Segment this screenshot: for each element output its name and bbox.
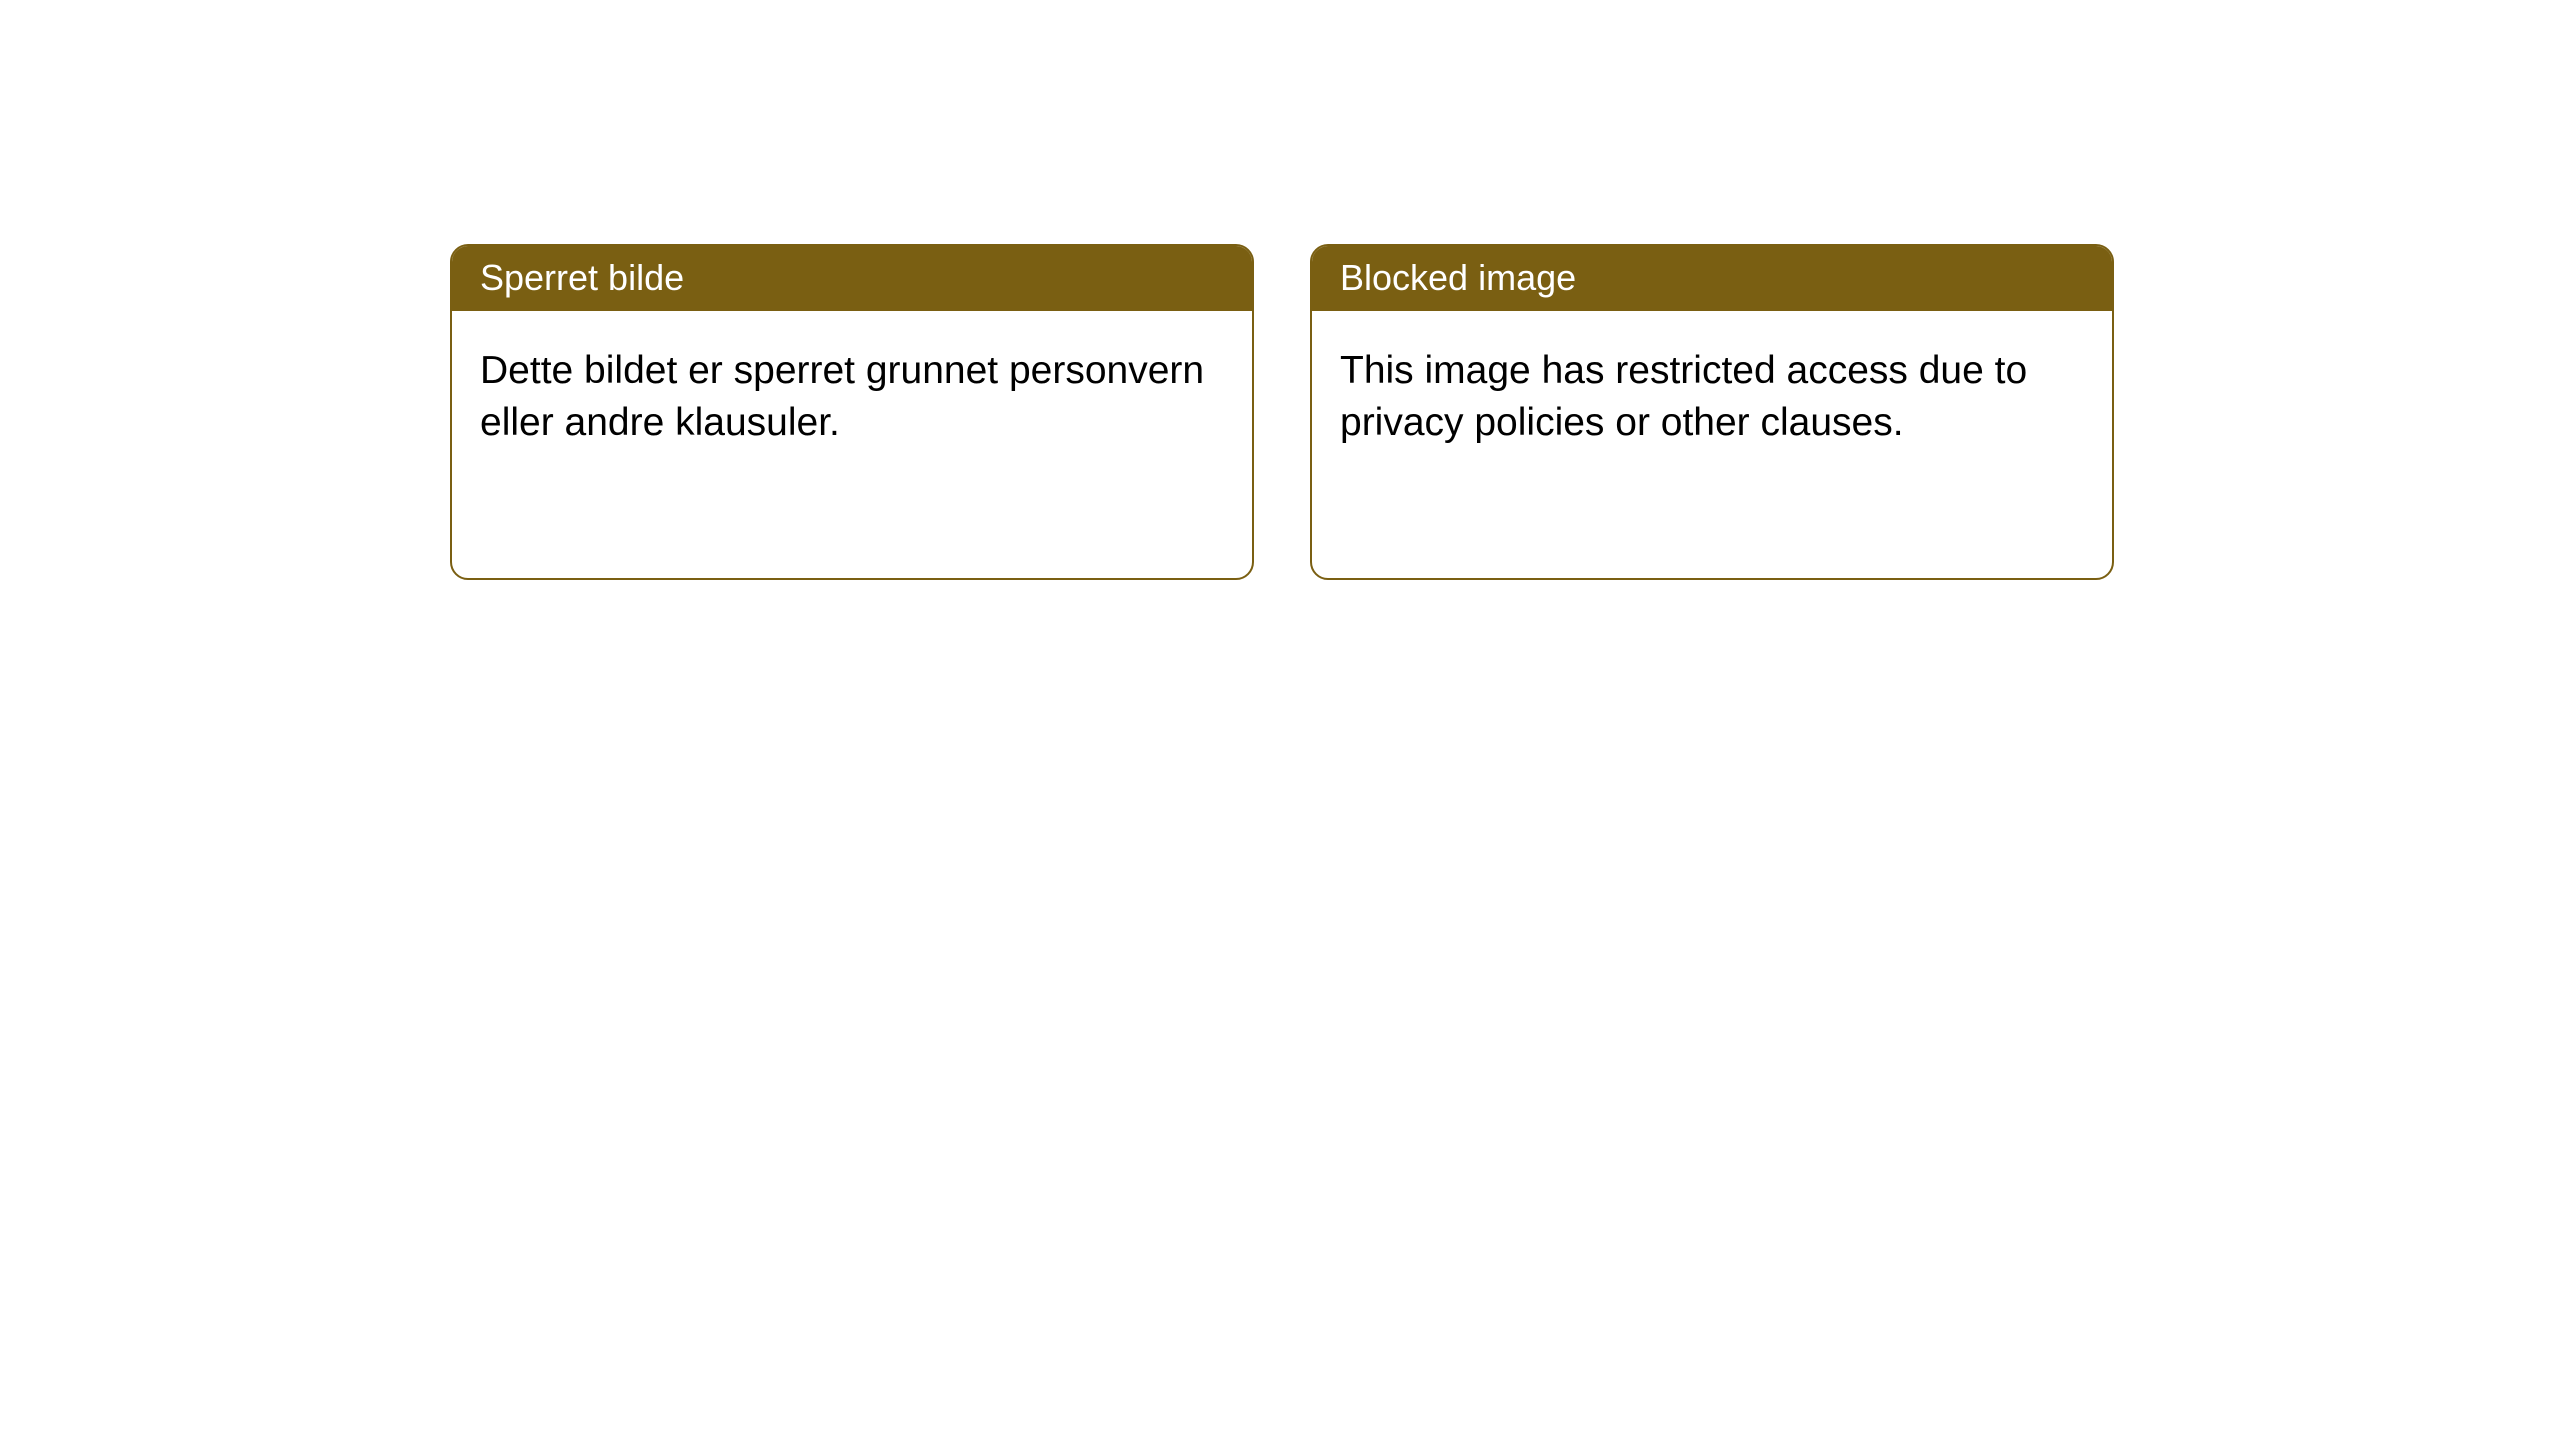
notice-container: Sperret bilde Dette bildet er sperret gr… (0, 0, 2560, 580)
card-header: Sperret bilde (452, 246, 1252, 311)
card-body: This image has restricted access due to … (1312, 311, 2112, 482)
card-body: Dette bildet er sperret grunnet personve… (452, 311, 1252, 482)
notice-card-norwegian: Sperret bilde Dette bildet er sperret gr… (450, 244, 1254, 580)
card-header: Blocked image (1312, 246, 2112, 311)
notice-card-english: Blocked image This image has restricted … (1310, 244, 2114, 580)
